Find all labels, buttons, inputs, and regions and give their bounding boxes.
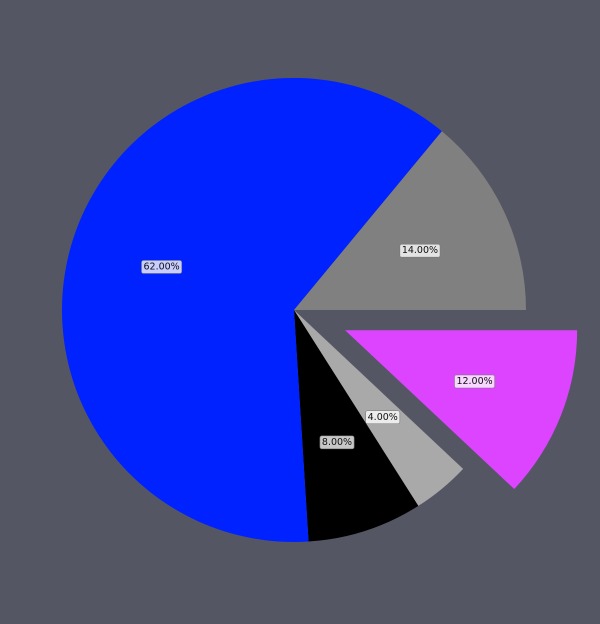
slice-label-box: [454, 374, 495, 389]
pie-labels: 12.00% 4.00% 8.00% 62.00% 14.00%: [141, 243, 495, 450]
slice-label-box: [365, 410, 401, 425]
slice-label: 12.00%: [454, 374, 495, 389]
slice-label: 62.00%: [141, 260, 183, 274]
slice-label: 8.00%: [319, 435, 355, 450]
pie-slice-12-00pct: [345, 330, 578, 490]
slice-label-text: 12.00%: [456, 376, 492, 387]
slice-label-text: 4.00%: [368, 412, 398, 423]
slice-label-box: [399, 243, 441, 258]
slice-label-box: [319, 435, 355, 450]
pie-slice-4-00pct: [294, 310, 464, 506]
slice-label: 4.00%: [365, 410, 401, 425]
slice-label-text: 8.00%: [322, 437, 352, 448]
pie-slice-62-00pct: [61, 77, 442, 542]
slice-label-text: 14.00%: [402, 245, 438, 256]
slice-label: 14.00%: [399, 243, 441, 258]
pie-slice-14-00pct: [294, 131, 526, 310]
pie-slices: [61, 77, 578, 542]
slice-label-box: [141, 260, 183, 274]
slice-label-text: 62.00%: [143, 261, 179, 272]
pie-slice-8-00pct: [294, 310, 419, 542]
